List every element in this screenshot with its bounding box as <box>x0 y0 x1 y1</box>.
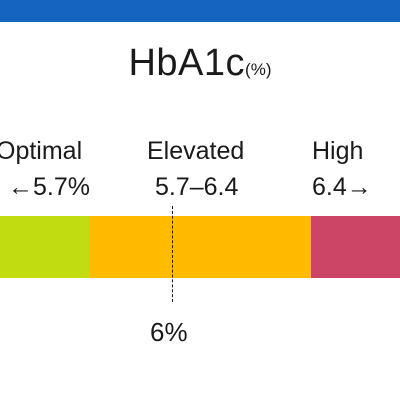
zone-label-optimal: Optimal <box>0 137 83 165</box>
page-title: HbA1c(%) <box>0 40 400 93</box>
zone-range-elevated: 5.7–6.4 <box>155 173 239 201</box>
marker-value-label: 6% <box>150 317 188 347</box>
segment-elevated <box>90 216 311 278</box>
segment-high <box>311 216 400 278</box>
zone-range-optimal: ←5.7% <box>8 173 90 201</box>
zone-label-elevated: Elevated <box>147 137 245 165</box>
segment-optimal <box>0 216 90 278</box>
title-main: HbA1c <box>128 42 246 84</box>
zone-range-high: 6.4→ <box>312 173 372 201</box>
zone-label-high: High <box>312 137 364 165</box>
range-bar <box>0 216 400 278</box>
top-accent-bar <box>0 0 400 22</box>
title-unit: (%) <box>245 60 272 79</box>
marker-line <box>172 206 173 302</box>
